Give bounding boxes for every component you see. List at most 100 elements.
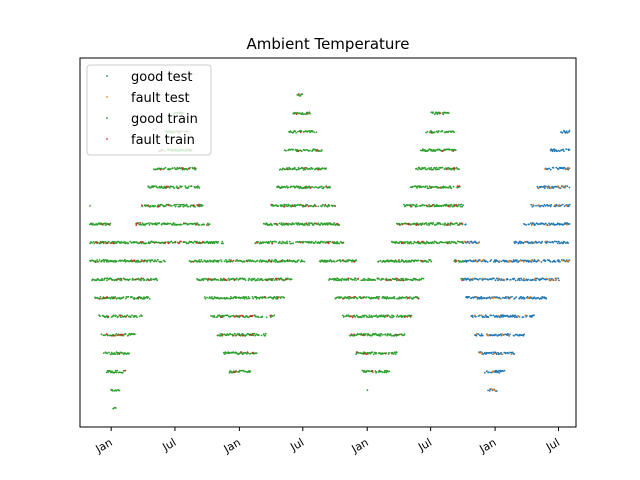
data-point [135,224,138,227]
data-point [395,351,398,354]
data-point [222,315,225,318]
data-point [156,258,159,261]
data-point [228,371,231,374]
data-point [372,315,375,317]
data-point [488,351,491,354]
data-point [548,167,551,170]
data-point [114,296,117,298]
data-point [424,185,427,188]
data-point [169,187,171,189]
data-point [449,242,452,245]
data-point [474,259,477,261]
data-point [461,278,464,280]
data-point [269,240,272,243]
data-point [300,113,303,116]
data-point [127,279,130,282]
data-point [409,296,411,298]
data-point [169,168,172,171]
data-point [552,222,555,225]
data-point [540,185,543,188]
data-point [150,279,153,281]
data-point [415,241,418,244]
data-point [454,149,457,152]
data-point [288,240,291,243]
data-point [240,296,243,299]
data-point [366,279,369,282]
data-point [554,277,557,280]
data-point [533,314,535,317]
data-point [245,333,248,336]
data-point [136,316,138,319]
data-point [200,242,203,244]
data-point [403,242,405,245]
data-point [177,187,180,190]
data-point [174,205,177,208]
data-point [565,168,568,171]
data-point [535,279,537,282]
data-point [249,370,252,373]
data-point [450,240,453,243]
data-point [386,279,388,282]
data-point [378,334,381,337]
data-point [244,370,247,373]
data-point [550,203,553,206]
data-point [426,130,429,133]
data-point [353,279,356,281]
data-point [107,223,110,225]
data-point [110,241,113,244]
data-point [199,242,201,245]
data-point [281,296,283,298]
data-point [173,167,176,169]
data-point [181,203,184,206]
data-point [296,111,299,114]
data-point [202,279,205,281]
data-point [91,241,93,244]
data-point [448,240,451,243]
data-point [117,315,119,318]
data-point [492,261,495,263]
data-point [367,279,370,282]
data-point [241,369,244,372]
data-point [375,371,378,373]
data-point [445,168,448,171]
data-point [418,278,421,280]
data-point [256,259,259,262]
data-point [284,260,287,262]
data-point [290,168,292,171]
data-point [89,260,92,263]
data-point [280,260,283,262]
data-point [227,260,230,263]
data-point [98,259,101,261]
data-point [135,315,138,317]
data-point [534,297,537,300]
data-point [401,334,404,337]
data-point [325,185,328,188]
data-point [170,240,173,243]
data-point [328,279,330,281]
data-point [474,314,476,317]
data-point [143,279,146,281]
data-point [285,168,287,171]
data-point [320,205,323,208]
data-point [347,260,349,263]
data-point [115,333,118,335]
data-point [501,334,504,336]
data-point [518,277,521,280]
data-point [334,205,337,208]
data-point [563,205,566,208]
data-point [379,334,382,337]
data-point [106,296,108,298]
data-point [546,224,549,227]
data-point [154,205,157,207]
data-point [207,260,210,263]
data-point [115,314,117,317]
data-point [432,168,435,171]
data-point [381,371,384,374]
data-point [501,296,504,299]
data-point [206,224,208,226]
data-point [101,277,103,280]
data-point [299,167,302,170]
data-point [533,241,536,244]
data-point [184,185,187,188]
data-point [391,316,394,319]
